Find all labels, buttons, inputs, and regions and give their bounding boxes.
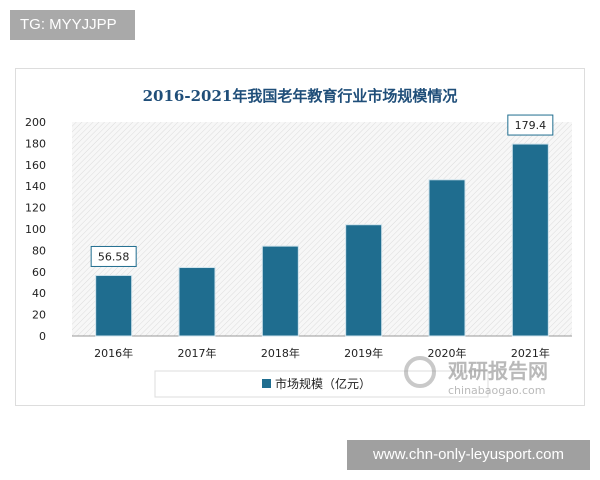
- x-tick-label: 2021年: [511, 346, 550, 360]
- bar: [178, 267, 216, 337]
- y-tick-label: 40: [32, 287, 46, 300]
- bar: [345, 224, 383, 337]
- y-tick-label: 180: [25, 137, 46, 150]
- chart-card: [15, 68, 585, 406]
- watermark-url: www.chn-only-leyusport.com: [347, 440, 590, 470]
- chart-title: 2016-2021年我国老年教育行业市场规模情况: [143, 87, 458, 105]
- data-label-box: [507, 114, 554, 136]
- y-tick-label: 140: [25, 180, 46, 193]
- y-tick-label: 80: [32, 244, 46, 257]
- y-tick-label: 0: [39, 330, 46, 343]
- x-tick-label: 2020年: [428, 346, 467, 360]
- x-tick-label: 2016年: [94, 346, 133, 360]
- logo-en: chinabaogao.com: [448, 384, 546, 397]
- logo: 观研报告网 chinabaogao.com: [404, 356, 548, 397]
- data-label: 179.4: [515, 119, 547, 132]
- logo-cn: 观研报告网: [448, 359, 548, 383]
- y-tick-label: 200: [25, 116, 46, 129]
- bar: [261, 245, 299, 337]
- data-label-box: [90, 245, 137, 267]
- legend-box: [154, 370, 489, 398]
- bar: [95, 274, 133, 337]
- y-tick-label: 120: [25, 202, 46, 215]
- data-label: 56.58: [98, 250, 130, 263]
- y-tick-label: 160: [25, 159, 46, 172]
- watermark-tag: TG: MYYJJPP: [10, 10, 135, 40]
- legend-swatch: [262, 379, 271, 388]
- y-tick-label: 60: [32, 266, 46, 279]
- bar: [428, 179, 466, 337]
- x-tick-label: 2019年: [344, 346, 383, 360]
- bar: [511, 143, 549, 337]
- x-tick-label: 2017年: [178, 346, 217, 360]
- legend-label: 市场规模（亿元）: [275, 376, 371, 391]
- x-tick-label: 2018年: [261, 346, 300, 360]
- y-tick-label: 20: [32, 309, 46, 322]
- y-tick-label: 100: [25, 223, 46, 236]
- plot-area: [72, 122, 572, 336]
